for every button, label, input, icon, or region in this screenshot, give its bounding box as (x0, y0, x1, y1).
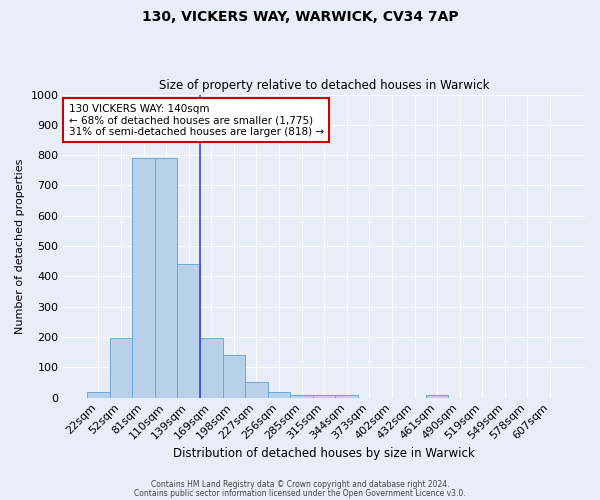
Bar (268, 392, 290, 398)
Text: 130 VICKERS WAY: 140sqm
← 68% of detached houses are smaller (1,775)
31% of semi: 130 VICKERS WAY: 140sqm ← 68% of detache… (68, 104, 324, 137)
Bar (132, 158, 155, 398)
Bar (335, 394, 358, 398)
Title: Size of property relative to detached houses in Warwick: Size of property relative to detached ho… (159, 79, 490, 92)
Bar (200, 338, 223, 398)
Bar (87, 392, 110, 398)
Bar (155, 158, 178, 398)
Bar (426, 394, 448, 398)
Text: 130, VICKERS WAY, WARWICK, CV34 7AP: 130, VICKERS WAY, WARWICK, CV34 7AP (142, 10, 458, 24)
X-axis label: Distribution of detached houses by size in Warwick: Distribution of detached houses by size … (173, 447, 475, 460)
Text: Contains HM Land Registry data © Crown copyright and database right 2024.: Contains HM Land Registry data © Crown c… (151, 480, 449, 489)
Y-axis label: Number of detached properties: Number of detached properties (15, 158, 25, 334)
Bar (223, 354, 245, 398)
Bar (178, 264, 200, 398)
Bar (110, 338, 132, 398)
Text: Contains public sector information licensed under the Open Government Licence v3: Contains public sector information licen… (134, 489, 466, 498)
Bar (245, 382, 268, 398)
Bar (313, 394, 335, 398)
Bar (290, 394, 313, 398)
